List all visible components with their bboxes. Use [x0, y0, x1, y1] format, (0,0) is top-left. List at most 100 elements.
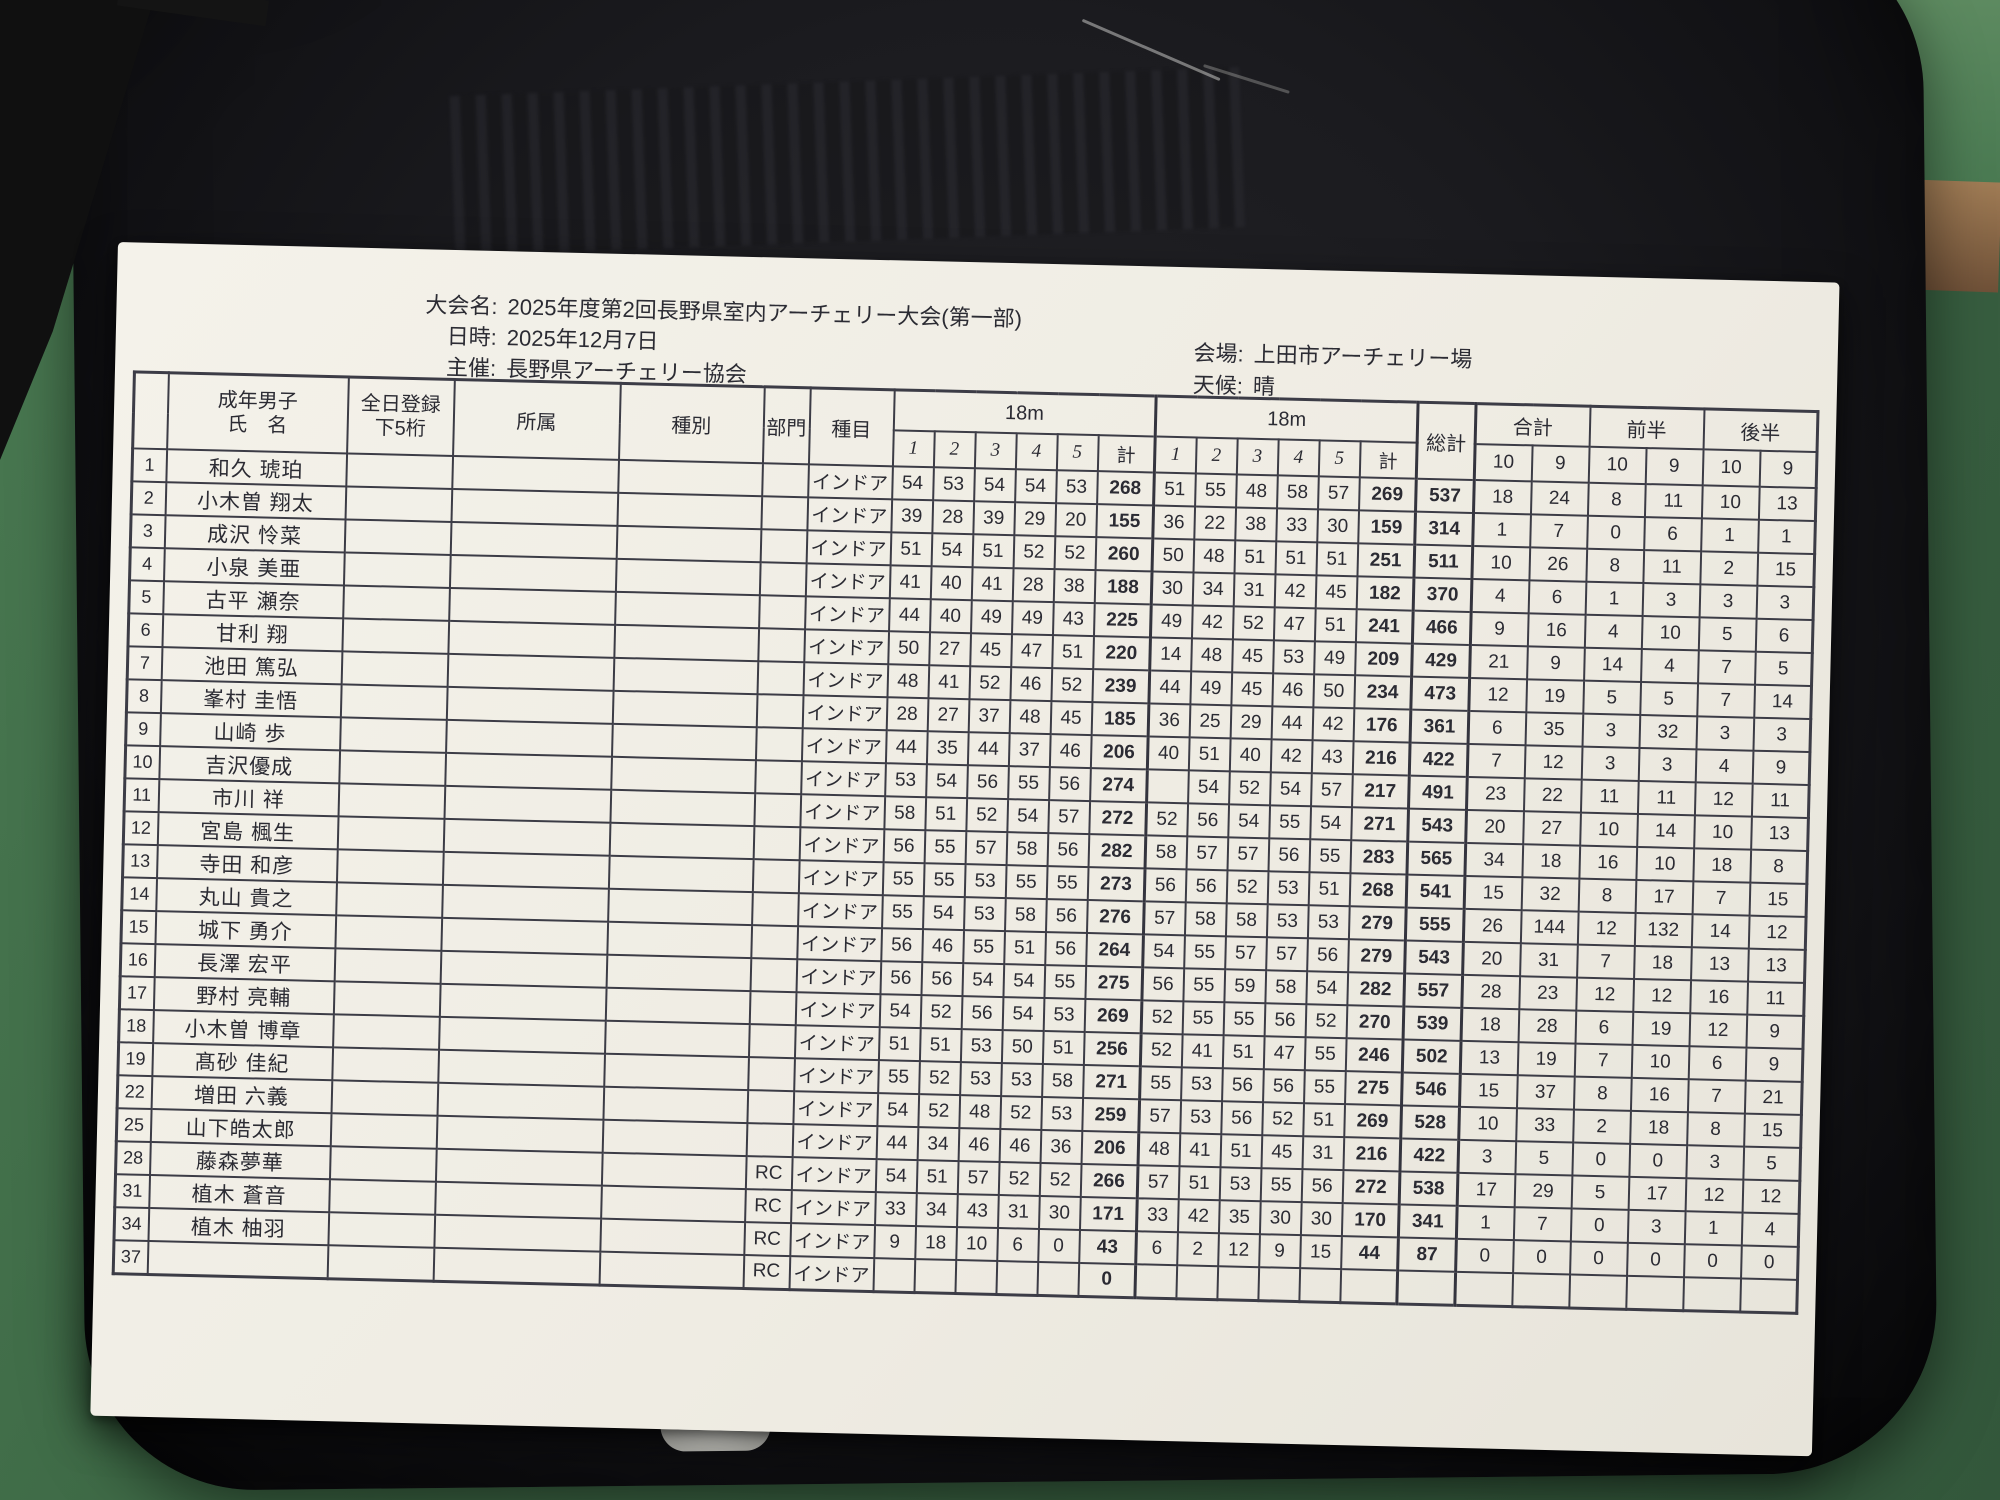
total-9-cell: 5	[1514, 1141, 1573, 1176]
second-half-10-cell: 8	[1686, 1112, 1745, 1147]
arrow-score: 55	[1183, 935, 1226, 970]
first-half-10-cell: 7	[1574, 1043, 1633, 1078]
arrow-score: 56	[1185, 869, 1228, 904]
arrow-score: 39	[972, 501, 1015, 536]
second-half-10-cell: 6	[1688, 1046, 1747, 1081]
arrow-score: 51	[1178, 1166, 1221, 1201]
class-cell	[609, 822, 754, 860]
arrow-score: 52	[1050, 668, 1093, 703]
arrow-score: 55	[1260, 1168, 1303, 1203]
second-half-10-cell: 5	[1698, 617, 1757, 652]
division-cell	[753, 826, 800, 861]
arrow-score: 53	[1180, 1067, 1223, 1102]
arrow-score: 49	[1313, 641, 1356, 676]
archer-name: 城下 勇介	[154, 911, 336, 949]
total-9-cell: 24	[1530, 481, 1589, 516]
arrow-score: 44	[1271, 706, 1313, 741]
date-label: 日時:	[446, 323, 498, 350]
arrow-score: 51	[1003, 931, 1046, 966]
event-cell: インドア	[801, 728, 887, 764]
row-number: 34	[113, 1207, 149, 1241]
total-9-cell: 12	[1524, 745, 1583, 780]
arrow-score: 56	[1306, 938, 1349, 973]
arrow-score: 45	[969, 633, 1012, 668]
second-half-10-cell: 7	[1696, 683, 1755, 718]
total-9-cell: 31	[1519, 943, 1578, 978]
first-half-10-cell: 8	[1587, 482, 1646, 518]
end-total: 271	[1082, 1064, 1141, 1100]
arrow-score: 12	[1217, 1233, 1260, 1268]
division-cell	[750, 958, 797, 993]
first-half-9-cell: 11	[1642, 550, 1701, 585]
arrow-score: 53	[960, 1029, 1003, 1064]
affiliation-cell	[447, 653, 614, 691]
arrow-score: 52	[1054, 536, 1096, 571]
venue-label: 会場:	[1193, 340, 1244, 367]
affiliation-cell	[439, 983, 607, 1021]
arrow-score: 53	[1179, 1100, 1222, 1135]
arrow-score: 52	[1261, 1102, 1304, 1137]
affiliation-cell	[434, 1181, 602, 1219]
first-half-10-cell: 5	[1571, 1175, 1629, 1210]
affiliation-cell	[448, 587, 616, 625]
arrow-score: 53	[1219, 1167, 1262, 1202]
event-cell: インドア	[799, 827, 884, 863]
event-cell: インドア	[805, 563, 891, 599]
arrow-score: 38	[1053, 569, 1096, 604]
arrow-score: 47	[1010, 634, 1053, 669]
first-half-10-cell: 8	[1585, 548, 1644, 584]
class-cell	[609, 789, 755, 827]
class-cell	[599, 1218, 745, 1256]
first-half-10-cell: 0	[1586, 515, 1645, 551]
second-half-10-cell: 12	[1685, 1178, 1743, 1213]
event-cell: インドア	[796, 926, 882, 962]
first-half-9-cell: 12	[1632, 978, 1691, 1014]
second-half-9-cell: 6	[1755, 618, 1814, 654]
second-half-9-cell: 3	[1756, 585, 1814, 621]
division-cell	[758, 595, 806, 630]
arrow-score: 57	[1317, 476, 1360, 511]
arrow-score: 56	[1221, 1068, 1264, 1103]
arrow-score: 52	[918, 1061, 961, 1096]
event-cell: インドア	[799, 794, 885, 830]
class-cell	[606, 921, 752, 959]
arrow-score: 38	[1234, 507, 1277, 542]
end-total: 188	[1094, 570, 1153, 605]
affiliation-cell	[445, 719, 613, 757]
arrow-score: 52	[999, 1096, 1042, 1130]
arrow-score: 58	[1145, 835, 1187, 870]
arrow-score: 54	[1014, 469, 1057, 504]
second-half-9-cell: 8	[1749, 849, 1808, 884]
arrow-score	[1257, 1267, 1300, 1302]
arrow-score: 9	[873, 1225, 916, 1260]
affiliation-cell	[446, 686, 614, 724]
total-9-cell: 22	[1523, 778, 1582, 813]
end-total: 282	[1346, 972, 1405, 1007]
first-half-10-cell: 8	[1573, 1076, 1632, 1111]
arrow-score	[1298, 1268, 1341, 1303]
archer-name: 小木曽 翔太	[165, 482, 346, 520]
event-cell: インドア	[800, 761, 886, 797]
first-half-9-cell: 5	[1639, 681, 1698, 717]
registration-cell	[338, 783, 445, 819]
arrow-score: 51	[1316, 542, 1358, 577]
first-half-9-cell: 0	[1626, 1242, 1685, 1278]
arrow-score: 10	[955, 1227, 998, 1261]
arrow-score: 52	[965, 798, 1008, 833]
first-half-9-cell: 32	[1639, 714, 1697, 750]
end-total: 176	[1353, 708, 1411, 743]
first-half-9-cell: 0	[1628, 1143, 1687, 1179]
first-half-10-cell: 0	[1571, 1142, 1630, 1177]
arrow-score: 45	[1050, 701, 1092, 736]
arrow-score: 51	[1220, 1134, 1262, 1169]
end-total: 234	[1353, 675, 1412, 710]
arrow-score: 54	[875, 1159, 918, 1194]
arrow-score: 46	[921, 929, 964, 964]
end-total: 272	[1088, 801, 1147, 836]
total-9-cell: 37	[1516, 1075, 1575, 1110]
arrow-score: 41	[889, 565, 932, 600]
row-number: 14	[121, 877, 157, 912]
first-half-10-cell: 3	[1582, 713, 1640, 748]
arrow-score: 41	[971, 567, 1014, 602]
total-10-cell: 18	[1461, 1007, 1519, 1043]
